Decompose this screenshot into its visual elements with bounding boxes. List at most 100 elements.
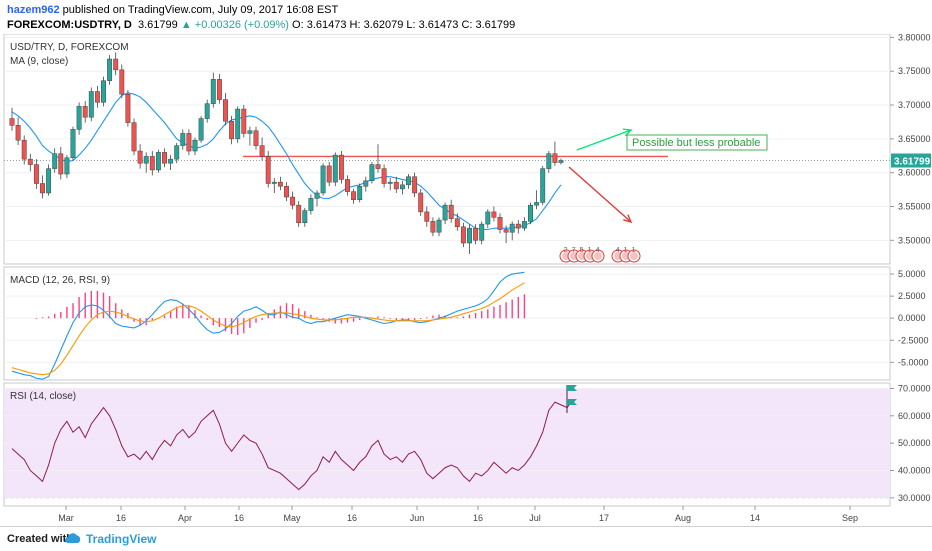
candle[interactable] <box>552 141 558 166</box>
candle[interactable] <box>15 117 21 145</box>
candle[interactable] <box>351 188 357 204</box>
event-badge[interactable]: 4 <box>591 245 605 263</box>
candle[interactable] <box>491 206 497 222</box>
candle[interactable] <box>345 175 350 196</box>
candle[interactable] <box>101 76 106 107</box>
arrow-down-icon[interactable] <box>568 166 633 224</box>
candle[interactable] <box>406 174 411 189</box>
chart-container[interactable]: 3.80000 3.75000 3.70000 3.65000 3.60000 3.550… <box>0 32 932 531</box>
candle[interactable] <box>46 164 52 196</box>
candle[interactable] <box>113 52 119 76</box>
candle[interactable] <box>40 175 45 199</box>
candle[interactable] <box>70 126 76 161</box>
candle[interactable] <box>509 221 515 241</box>
tradingview-brand[interactable]: TradingView <box>86 532 157 546</box>
candle[interactable] <box>21 135 27 165</box>
candle[interactable] <box>467 224 472 254</box>
candle[interactable] <box>82 100 88 123</box>
candle[interactable] <box>149 151 155 176</box>
candle[interactable] <box>418 188 424 216</box>
candle[interactable] <box>27 153 33 172</box>
candle[interactable] <box>210 72 216 108</box>
candle[interactable] <box>168 155 174 170</box>
candle[interactable] <box>247 126 253 146</box>
candle[interactable] <box>76 102 82 135</box>
candle[interactable] <box>485 209 491 229</box>
candle[interactable] <box>460 222 466 248</box>
chart-canvas[interactable]: 3.80000 3.75000 3.70000 3.65000 3.60000 3.550… <box>0 32 932 526</box>
candle[interactable] <box>393 176 399 193</box>
candle[interactable] <box>33 159 39 189</box>
flag-icon[interactable] <box>566 385 577 413</box>
event-badge[interactable]: 1 <box>627 245 641 263</box>
candle[interactable] <box>454 213 460 231</box>
candle[interactable] <box>314 190 320 207</box>
candle[interactable] <box>229 115 235 145</box>
candle[interactable] <box>442 202 448 225</box>
candle[interactable] <box>131 118 137 156</box>
candle[interactable] <box>296 201 302 227</box>
candle[interactable] <box>546 151 552 173</box>
candle[interactable] <box>174 142 180 164</box>
candle[interactable] <box>558 158 564 165</box>
candle[interactable] <box>424 206 430 227</box>
candle[interactable] <box>198 115 204 143</box>
candle[interactable] <box>204 99 210 123</box>
candle[interactable] <box>326 161 332 187</box>
candle[interactable] <box>259 137 265 161</box>
candle[interactable] <box>369 161 375 184</box>
candle[interactable] <box>9 107 15 131</box>
candle[interactable] <box>436 217 442 237</box>
candle[interactable] <box>223 92 228 126</box>
candle[interactable] <box>125 90 131 127</box>
annotation-box[interactable]: Possible but less probable <box>626 134 768 151</box>
projection-arrows[interactable] <box>568 128 633 224</box>
candle[interactable] <box>375 144 381 173</box>
candle[interactable] <box>528 202 533 225</box>
candle[interactable] <box>137 144 143 169</box>
candle[interactable] <box>338 151 344 184</box>
candle[interactable] <box>58 146 64 180</box>
candle[interactable] <box>155 149 161 173</box>
candle[interactable] <box>180 129 186 150</box>
candle[interactable] <box>497 213 503 234</box>
candle[interactable] <box>308 194 314 215</box>
candle[interactable] <box>253 126 259 150</box>
candle[interactable] <box>503 225 509 244</box>
candle[interactable] <box>521 217 527 231</box>
author-link[interactable]: hazem962 <box>7 4 60 16</box>
arrow-up-icon[interactable] <box>576 128 633 151</box>
candle[interactable] <box>534 190 540 210</box>
candle[interactable] <box>479 221 485 245</box>
candle[interactable] <box>473 224 479 245</box>
candle[interactable] <box>332 152 338 187</box>
candle[interactable] <box>241 105 247 138</box>
candle[interactable] <box>284 182 289 202</box>
candle[interactable] <box>265 151 271 188</box>
candle[interactable] <box>64 155 70 179</box>
candle[interactable] <box>192 137 198 156</box>
candle[interactable] <box>387 178 393 191</box>
candle[interactable] <box>363 176 369 192</box>
candle[interactable] <box>235 106 241 143</box>
candle[interactable] <box>94 86 100 108</box>
candle[interactable] <box>52 148 58 173</box>
time-axis[interactable]: Mar 16 Apr 16 May 16 Jun 16 Jul 17 Aug 14 Sep <box>4 505 890 523</box>
candle[interactable] <box>448 199 454 223</box>
candle[interactable] <box>277 176 283 191</box>
candle[interactable] <box>186 129 192 156</box>
candle[interactable] <box>381 164 387 188</box>
candle[interactable] <box>357 183 363 203</box>
candle[interactable] <box>302 207 308 227</box>
candle[interactable] <box>271 178 277 193</box>
candle[interactable] <box>320 163 326 196</box>
candle[interactable] <box>88 87 94 122</box>
candle[interactable] <box>107 54 113 85</box>
candle[interactable] <box>216 73 222 104</box>
candle[interactable] <box>290 191 296 210</box>
candle[interactable] <box>540 165 546 206</box>
candle[interactable] <box>430 217 436 237</box>
candle[interactable] <box>515 220 521 234</box>
candle[interactable] <box>412 172 418 198</box>
